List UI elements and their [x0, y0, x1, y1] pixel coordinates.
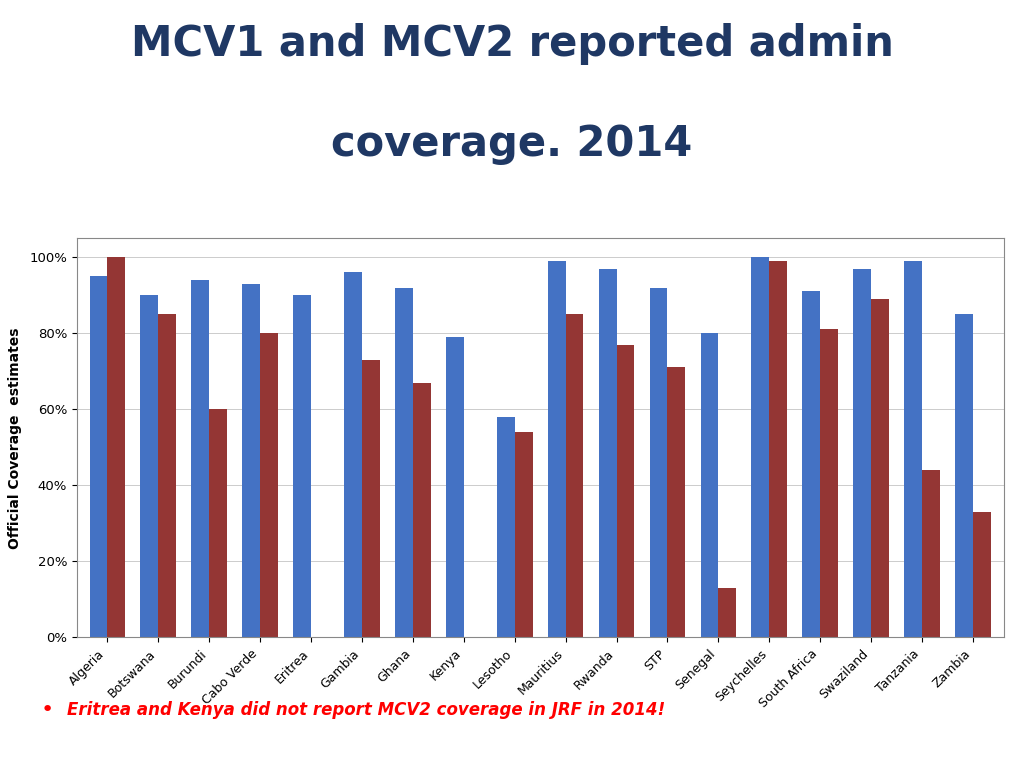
Bar	[719, 588, 736, 637]
Bar	[209, 409, 227, 637]
Bar	[616, 345, 634, 637]
Bar	[904, 261, 922, 637]
Bar	[700, 333, 719, 637]
Bar	[260, 333, 278, 637]
Bar	[191, 280, 209, 637]
Bar	[803, 291, 820, 637]
Text: Eritrea and Kenya did not report MCV2 coverage in JRF in 2014!: Eritrea and Kenya did not report MCV2 co…	[67, 701, 665, 720]
Bar	[973, 512, 991, 637]
Bar	[515, 432, 532, 637]
Bar	[413, 382, 431, 637]
Bar	[293, 295, 311, 637]
Bar	[769, 261, 787, 637]
Bar	[497, 417, 515, 637]
Text: •: •	[41, 700, 54, 720]
Bar	[649, 287, 668, 637]
Y-axis label: Official Coverage  estimates: Official Coverage estimates	[8, 327, 23, 548]
Text: MCV1 and MCV2 reported admin: MCV1 and MCV2 reported admin	[131, 23, 893, 65]
Bar	[548, 261, 565, 637]
Bar	[871, 299, 889, 637]
Bar	[344, 273, 361, 637]
Bar	[955, 314, 973, 637]
Bar	[361, 359, 380, 637]
Bar	[565, 314, 584, 637]
Bar	[108, 257, 125, 637]
Bar	[89, 276, 108, 637]
Bar	[853, 269, 871, 637]
Bar	[668, 367, 685, 637]
Bar	[395, 287, 413, 637]
Text: coverage. 2014: coverage. 2014	[332, 123, 692, 165]
Bar	[243, 283, 260, 637]
Bar	[159, 314, 176, 637]
Bar	[599, 269, 616, 637]
Bar	[446, 337, 464, 637]
Bar	[752, 257, 769, 637]
Bar	[820, 329, 838, 637]
Bar	[140, 295, 159, 637]
Bar	[922, 470, 940, 637]
